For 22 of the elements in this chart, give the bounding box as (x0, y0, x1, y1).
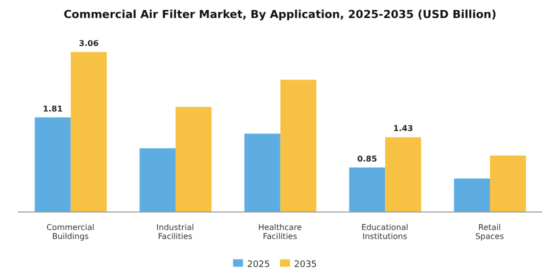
chart-title: Commercial Air Filter Market, By Application, 2025-2035 (USD Billion) (62, 8, 498, 23)
bar (140, 148, 176, 212)
data-label: 1.43 (393, 124, 414, 134)
x-tick-label: Retail Spaces (475, 223, 504, 241)
bar (34, 117, 71, 212)
bar (454, 178, 490, 212)
bar (244, 134, 280, 212)
data-label: 3.06 (78, 39, 100, 48)
bar (280, 80, 316, 212)
bar (176, 106, 212, 212)
x-tick-label: Healthcare Facilities (258, 223, 302, 241)
bar (70, 52, 107, 212)
x-tick-label: Industrial Facilities (156, 223, 194, 241)
legend-label: 2035 (294, 260, 317, 270)
x-tick-label: Educational Institutions (361, 223, 408, 241)
bar (490, 156, 526, 212)
data-label: 0.85 (357, 154, 378, 164)
x-tick-label: Commercial Buildings (46, 223, 94, 241)
legend-label: 2025 (247, 260, 270, 270)
data-label: 1.81 (42, 104, 64, 114)
bar (385, 137, 422, 212)
bar (349, 168, 386, 212)
